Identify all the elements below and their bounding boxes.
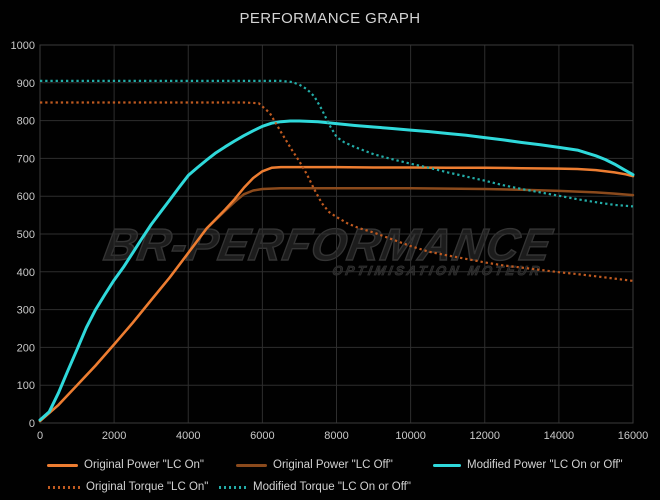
y-axis-tick-label: 1000 bbox=[11, 40, 35, 52]
y-axis-tick-label: 200 bbox=[17, 342, 35, 354]
chart-title: PERFORMANCE GRAPH bbox=[239, 10, 421, 27]
x-axis-tick-label: 0 bbox=[37, 430, 43, 442]
y-axis-tick-label: 700 bbox=[17, 153, 35, 165]
y-axis-tick-label: 500 bbox=[17, 229, 35, 241]
x-axis-tick-label: 4000 bbox=[176, 430, 200, 442]
y-axis-tick-label: 900 bbox=[17, 78, 35, 90]
y-axis-tick-label: 300 bbox=[17, 305, 35, 317]
y-axis-tick-label: 800 bbox=[17, 116, 35, 128]
x-axis-tick-label: 12000 bbox=[469, 430, 500, 442]
x-axis-tick-label: 16000 bbox=[618, 430, 649, 442]
x-axis-tick-label: 6000 bbox=[250, 430, 274, 442]
y-axis-tick-label: 600 bbox=[17, 191, 35, 203]
x-axis-tick-label: 10000 bbox=[395, 430, 426, 442]
x-axis-tick-label: 14000 bbox=[544, 430, 575, 442]
series-modified-power-line bbox=[38, 119, 635, 422]
x-axis-tick-label: 2000 bbox=[102, 430, 126, 442]
series-original-power-lc-on-line bbox=[38, 165, 635, 423]
x-axis-tick-label: 8000 bbox=[324, 430, 348, 442]
series-original-torque-lc-on-line bbox=[40, 101, 634, 282]
plot-border bbox=[39, 44, 634, 424]
y-axis-tick-label: 0 bbox=[29, 418, 35, 430]
y-axis-tick-label: 100 bbox=[17, 380, 35, 392]
y-axis-tick-label: 400 bbox=[17, 267, 35, 279]
